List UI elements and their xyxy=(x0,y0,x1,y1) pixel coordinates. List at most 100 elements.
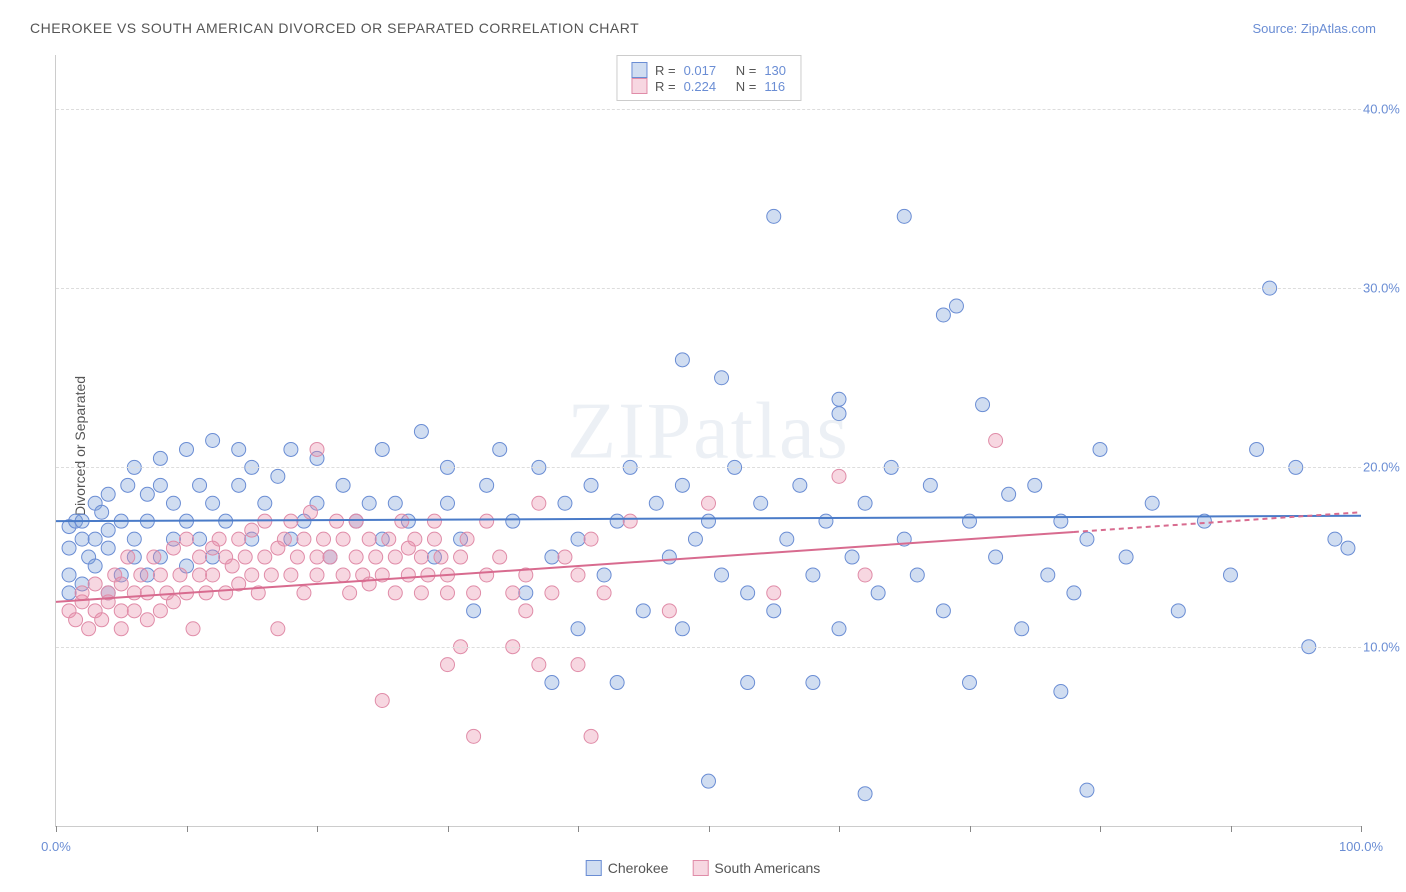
data-point xyxy=(62,586,76,600)
x-tick-label: 0.0% xyxy=(41,839,71,854)
data-point xyxy=(584,532,598,546)
data-point xyxy=(206,434,220,448)
data-point xyxy=(140,487,154,501)
data-point xyxy=(571,622,585,636)
data-point xyxy=(343,586,357,600)
data-point xyxy=(545,676,559,690)
legend-stats-row-2: R = 0.224 N = 116 xyxy=(631,78,786,94)
data-point xyxy=(310,442,324,456)
data-point xyxy=(153,451,167,465)
data-point xyxy=(584,478,598,492)
data-point xyxy=(82,622,96,636)
data-point xyxy=(290,550,304,564)
x-tick xyxy=(1231,826,1232,832)
legend-item-1: Cherokee xyxy=(586,860,669,876)
data-point xyxy=(408,532,422,546)
gridline xyxy=(56,647,1361,648)
data-point xyxy=(662,550,676,564)
x-tick xyxy=(448,826,449,832)
x-tick xyxy=(839,826,840,832)
data-point xyxy=(232,532,246,546)
data-point xyxy=(454,550,468,564)
data-point xyxy=(166,496,180,510)
data-point xyxy=(238,550,252,564)
data-point xyxy=(506,586,520,600)
data-point xyxy=(317,532,331,546)
gridline xyxy=(56,467,1361,468)
data-point xyxy=(480,514,494,528)
data-point xyxy=(858,787,872,801)
data-point xyxy=(134,568,148,582)
data-point xyxy=(69,613,83,627)
data-point xyxy=(467,729,481,743)
data-point xyxy=(180,442,194,456)
data-point xyxy=(75,532,89,546)
data-point xyxy=(1250,442,1264,456)
data-point xyxy=(715,371,729,385)
data-point xyxy=(1171,604,1185,618)
data-point xyxy=(1328,532,1342,546)
data-point xyxy=(1224,568,1238,582)
data-point xyxy=(571,568,585,582)
data-point xyxy=(467,604,481,618)
data-point xyxy=(858,496,872,510)
data-point xyxy=(186,622,200,636)
data-point xyxy=(310,568,324,582)
r-label-2: R = xyxy=(655,79,676,94)
data-point xyxy=(395,514,409,528)
data-point xyxy=(121,478,135,492)
data-point xyxy=(414,425,428,439)
data-point xyxy=(127,532,141,546)
data-point xyxy=(421,568,435,582)
data-point xyxy=(467,586,481,600)
source-label: Source: xyxy=(1252,21,1300,36)
data-point xyxy=(362,532,376,546)
data-point xyxy=(1145,496,1159,510)
data-point xyxy=(362,496,376,510)
data-point xyxy=(702,774,716,788)
data-point xyxy=(741,676,755,690)
gridline xyxy=(56,288,1361,289)
data-point xyxy=(545,550,559,564)
gridline xyxy=(56,109,1361,110)
data-point xyxy=(675,478,689,492)
source-link[interactable]: ZipAtlas.com xyxy=(1301,21,1376,36)
data-point xyxy=(780,532,794,546)
data-point xyxy=(147,550,161,564)
data-point xyxy=(323,550,337,564)
data-point xyxy=(427,514,441,528)
data-point xyxy=(441,586,455,600)
plot-area: ZIPatlas R = 0.017 N = 130 R = 0.224 N =… xyxy=(55,55,1361,827)
y-tick-label: 20.0% xyxy=(1363,460,1403,475)
data-point xyxy=(806,676,820,690)
data-point xyxy=(414,550,428,564)
title-bar: CHEROKEE VS SOUTH AMERICAN DIVORCED OR S… xyxy=(30,20,1376,36)
data-point xyxy=(219,586,233,600)
data-point xyxy=(1341,541,1355,555)
data-point xyxy=(212,532,226,546)
data-point xyxy=(62,568,76,582)
data-point xyxy=(401,568,415,582)
data-point xyxy=(558,496,572,510)
data-point xyxy=(702,514,716,528)
y-tick-label: 40.0% xyxy=(1363,101,1403,116)
data-point xyxy=(121,550,135,564)
data-point xyxy=(767,209,781,223)
data-point xyxy=(936,308,950,322)
data-point xyxy=(493,550,507,564)
data-point xyxy=(610,676,624,690)
data-point xyxy=(245,568,259,582)
x-tick xyxy=(970,826,971,832)
data-point xyxy=(303,505,317,519)
data-point xyxy=(277,532,291,546)
x-tick xyxy=(709,826,710,832)
data-point xyxy=(349,550,363,564)
data-point xyxy=(558,550,572,564)
chart-container: CHEROKEE VS SOUTH AMERICAN DIVORCED OR S… xyxy=(0,0,1406,892)
x-tick xyxy=(578,826,579,832)
data-point xyxy=(193,550,207,564)
data-point xyxy=(871,586,885,600)
x-tick xyxy=(1100,826,1101,832)
data-point xyxy=(754,496,768,510)
legend-label-2: South Americans xyxy=(714,860,820,876)
